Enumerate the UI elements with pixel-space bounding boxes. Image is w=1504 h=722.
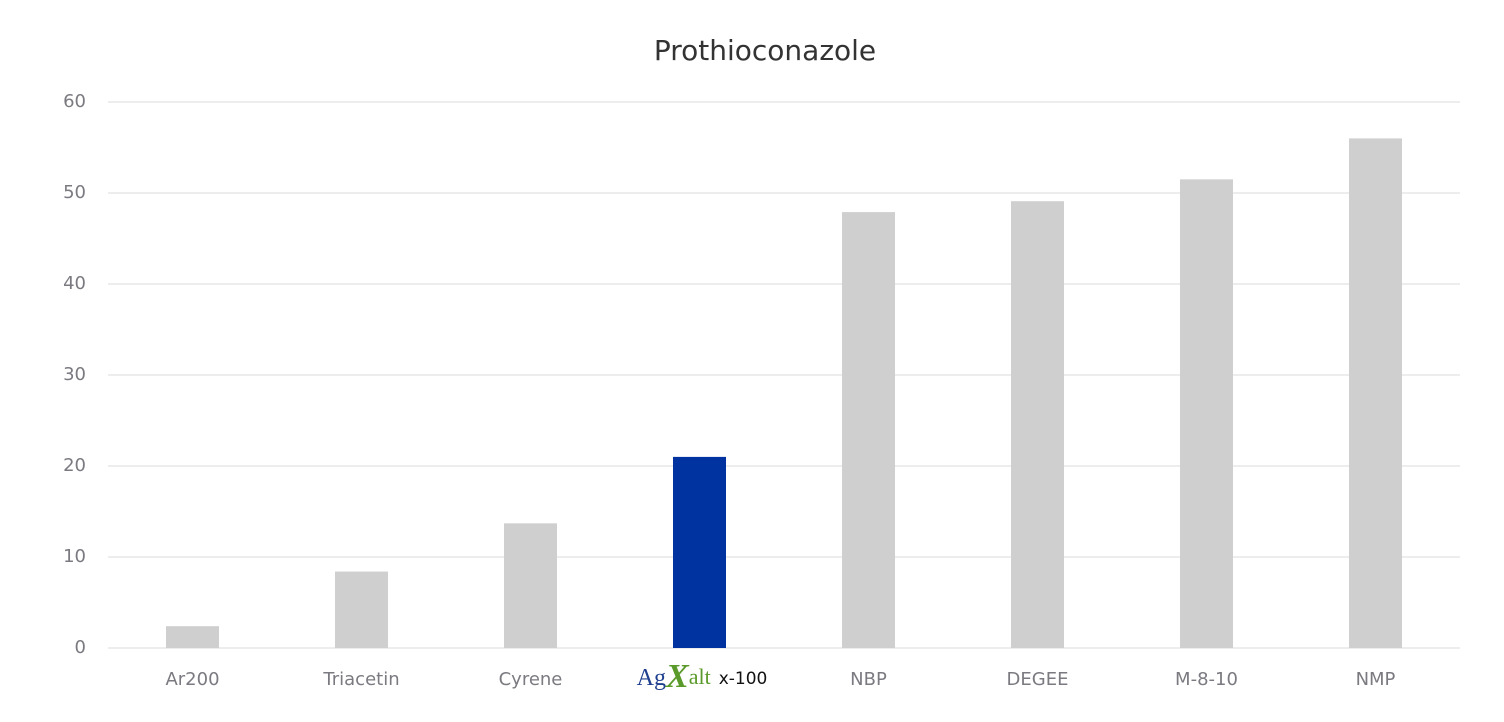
- y-tick-label: 10: [63, 546, 86, 567]
- x-tick-label: Cyrene: [499, 669, 563, 690]
- bar: [504, 523, 557, 648]
- x-tick-label: Ar200: [165, 669, 219, 690]
- y-tick-label: 50: [63, 182, 86, 203]
- logo-part: alt: [689, 664, 711, 689]
- bar: [335, 571, 388, 648]
- bar: [673, 456, 726, 648]
- y-tick-label: 40: [63, 273, 86, 294]
- x-tick-label: NBP: [850, 669, 887, 690]
- logo-part: X: [665, 658, 690, 695]
- bar: [1011, 201, 1064, 648]
- x-tick-label: Triacetin: [322, 669, 399, 690]
- y-tick-label: 30: [63, 364, 86, 385]
- bar: [842, 212, 895, 649]
- logo-part: Ag: [637, 665, 666, 691]
- y-tick-label: 20: [63, 455, 86, 476]
- x-tick-label: M-8-10: [1175, 669, 1238, 690]
- x-tick-label: DEGEE: [1007, 669, 1069, 690]
- category-text: x-100: [719, 669, 768, 689]
- x-tick-label: AgXalt x-100: [637, 658, 768, 695]
- y-tick-label: 0: [75, 637, 86, 658]
- chart-title: Prothioconazole: [654, 34, 876, 67]
- bar: [1349, 138, 1402, 648]
- y-tick-label: 60: [63, 91, 86, 112]
- bar: [166, 626, 219, 648]
- bar: [1180, 179, 1233, 648]
- x-tick-label: NMP: [1356, 669, 1396, 690]
